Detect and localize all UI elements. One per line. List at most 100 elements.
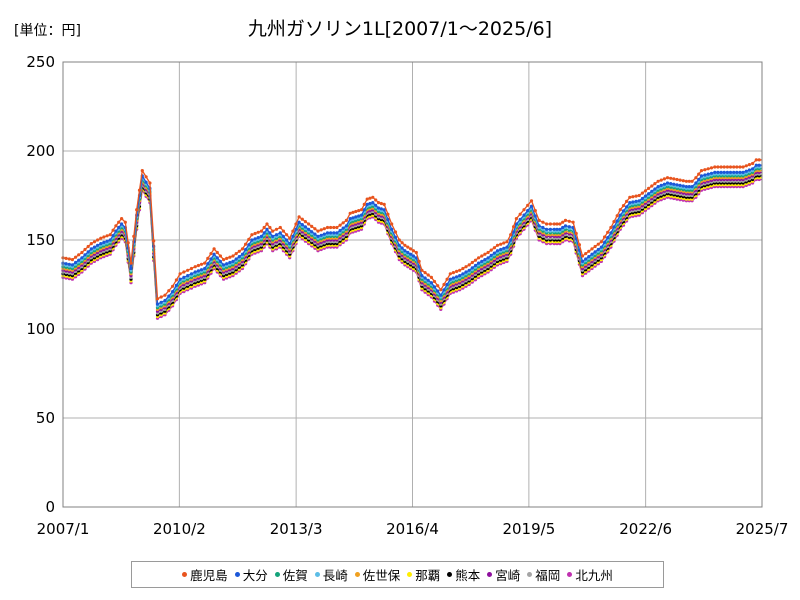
data-point [253, 237, 257, 241]
data-point [117, 220, 121, 224]
data-point [80, 250, 84, 255]
data-point [371, 195, 375, 199]
data-point [489, 253, 493, 257]
data-point [473, 258, 478, 262]
data-point [212, 252, 216, 256]
legend-item: 佐賀 [274, 565, 308, 584]
data-point [612, 220, 616, 224]
data-point [300, 217, 304, 221]
data-point [511, 225, 516, 229]
legend-marker-icon [274, 572, 280, 577]
x-tick-label: 2007/1 [37, 520, 90, 538]
data-point [382, 208, 386, 212]
data-point [374, 203, 378, 207]
data-point [445, 277, 449, 281]
data-point [615, 214, 619, 218]
data-point [259, 229, 263, 233]
data-point [719, 170, 723, 174]
data-point [268, 231, 272, 235]
data-point [348, 217, 352, 221]
data-point [499, 242, 503, 246]
data-point [409, 252, 413, 256]
data-point [406, 250, 410, 255]
data-point [509, 233, 513, 237]
data-point [67, 257, 71, 261]
data-point [274, 227, 279, 231]
data-point [99, 236, 103, 240]
data-point [132, 234, 136, 238]
data-point [140, 169, 144, 173]
data-point [212, 247, 216, 251]
data-point [757, 158, 761, 162]
data-point [368, 196, 372, 200]
data-point [244, 247, 248, 252]
data-point [665, 176, 670, 180]
data-point [678, 178, 682, 182]
data-point [209, 252, 213, 256]
data-point [458, 274, 462, 278]
data-point [111, 228, 115, 232]
data-point [83, 253, 87, 257]
data-point [699, 174, 704, 178]
data-point [319, 228, 323, 232]
data-point [265, 227, 269, 231]
data-point [552, 227, 556, 231]
data-point [606, 230, 610, 234]
data-point [687, 179, 691, 183]
data-point [225, 256, 229, 260]
data-point [621, 209, 626, 213]
data-point [448, 272, 452, 276]
data-point [89, 247, 93, 251]
data-point [325, 225, 330, 230]
data-point [426, 273, 430, 277]
legend-marker-icon [487, 572, 493, 577]
data-point [135, 208, 139, 212]
data-point [222, 263, 226, 267]
data-point [455, 269, 459, 273]
data-point [341, 221, 345, 225]
data-point [209, 257, 213, 261]
data-point [694, 181, 698, 185]
data-point [593, 250, 597, 254]
data-point [325, 231, 330, 235]
data-point [672, 177, 676, 181]
data-point [522, 213, 526, 217]
data-point [307, 227, 311, 231]
data-point [541, 220, 545, 224]
data-point [303, 220, 307, 224]
data-point [362, 202, 366, 206]
data-point [196, 269, 200, 273]
data-point [335, 231, 339, 235]
data-point [129, 261, 133, 265]
data-point [288, 236, 292, 240]
data-point [584, 257, 588, 261]
data-point [193, 265, 197, 269]
data-point [288, 242, 292, 246]
data-point [234, 252, 238, 256]
data-point [744, 169, 748, 173]
data-point [518, 212, 522, 216]
data-point [376, 206, 381, 210]
data-point [561, 225, 565, 230]
data-point [365, 202, 369, 206]
data-point [467, 268, 471, 272]
data-point [706, 172, 710, 176]
data-point [379, 201, 383, 206]
data-point [555, 227, 559, 231]
legend-item: 宮崎 [487, 565, 520, 584]
data-point [751, 167, 755, 171]
data-point [218, 259, 222, 263]
data-point [625, 205, 629, 209]
data-point [281, 234, 285, 238]
data-point [313, 232, 317, 236]
data-point [526, 209, 530, 213]
data-point [114, 229, 118, 233]
data-point [432, 279, 437, 284]
data-point [256, 230, 260, 234]
data-point [567, 219, 571, 223]
data-point [643, 189, 648, 193]
y-tick-label: 50 [36, 409, 55, 427]
legend-item: 那覇 [407, 565, 440, 584]
data-point [713, 170, 717, 174]
data-point [316, 229, 320, 233]
